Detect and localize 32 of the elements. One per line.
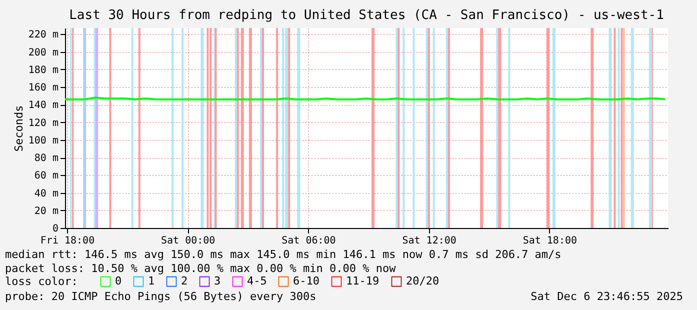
legend-label: 1 (148, 274, 155, 288)
legend-title: loss color: (5, 275, 78, 288)
legend-label: 0 (115, 274, 122, 288)
y-axis-title: Seconds (12, 105, 26, 152)
y-tick-label: 120 m (28, 118, 58, 129)
text: probe: 20 ICMP Echo Pings (56 Bytes) every 300s (5, 290, 316, 303)
legend-label: 4-5 (247, 274, 267, 288)
chart-title: Last 30 Hours from redping to United States (CA - San Francisco) - us-west-1 (69, 8, 664, 23)
y-tick-label: 40 m (34, 188, 58, 200)
y-tick-label: 220 m (28, 30, 58, 41)
text: Sat Dec 6 23:46:55 2025 (530, 290, 683, 303)
y-tick-label: 100 m (28, 135, 58, 146)
x-tick-label: Sat 12:00 (402, 236, 456, 246)
text: median rtt: 146.5 ms avg 150.0 ms max 145.0 ms min 146.1 ms now 0.7 ms sd 206.7 am/s (5, 248, 562, 261)
legend-label: 3 (214, 274, 221, 288)
legend-label: 6-10 (293, 274, 320, 288)
legend-label: 20/20 (406, 274, 440, 288)
x-tick-label: Sat 06:00 (282, 236, 336, 246)
x-tick-label: Sat 18:00 (522, 236, 578, 246)
x-tick-label: Sat 00:00 (161, 236, 216, 246)
y-tick-label: 180 m (28, 64, 58, 76)
y-tick-label: 60 m (34, 170, 58, 182)
y-tick-label: 80 m (34, 153, 58, 164)
text: packet loss: 10.50 % avg 100.00 % max 0.00 % min 0.00 % now (5, 262, 396, 275)
legend-label: 2 (181, 274, 188, 288)
legend-label: 11-19 (346, 274, 380, 288)
y-tick-label: 140 m (28, 100, 58, 112)
x-tick-label: Fri 18:00 (40, 236, 95, 246)
y-tick-label: 200 m (28, 47, 58, 58)
y-tick-label: 20 m (34, 206, 58, 217)
y-tick-label: 160 m (28, 82, 58, 94)
y-tick-label: 0 (52, 224, 58, 234)
